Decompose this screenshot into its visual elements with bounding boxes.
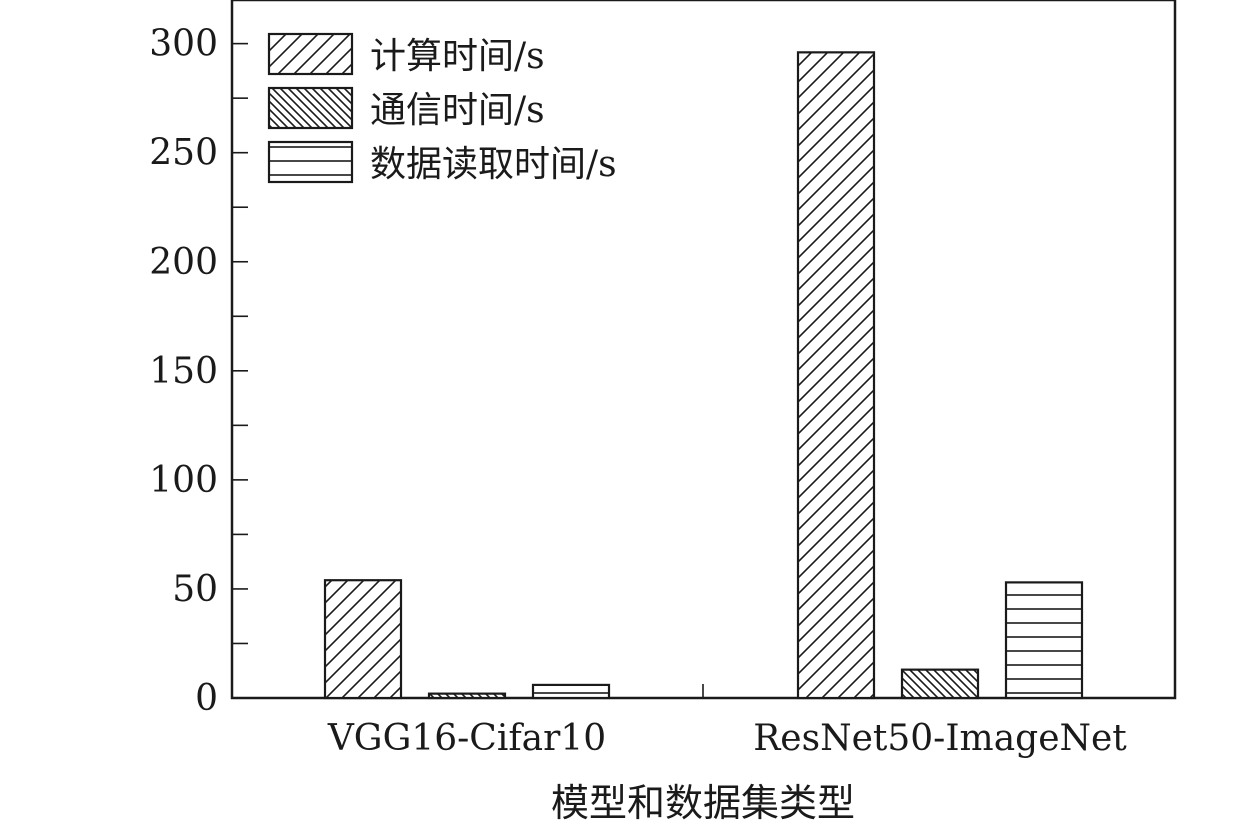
x-axis-title: 模型和数据集类型	[551, 781, 855, 825]
y-tick-label: 250	[149, 133, 218, 174]
legend: 计算时间/s 通信时间/s 数据读取时间/s	[267, 32, 617, 185]
y-tick-label: 0	[195, 678, 218, 719]
bar-2-resnet50-imagenet	[900, 668, 980, 700]
legend-label-3: 数据读取时间/s	[370, 144, 617, 185]
y-tick-label: 200	[149, 242, 218, 283]
y-tick-label: 100	[149, 460, 218, 501]
bar-1-vgg16-cifar10	[323, 579, 403, 700]
y-axis-ticks: 0 50 100 150 200 250 300	[149, 24, 248, 719]
x-category-label: ResNet50-ImageNet	[753, 718, 1127, 759]
bars	[323, 51, 1084, 700]
legend-label-2: 通信时间/s	[370, 90, 545, 131]
y-tick-label: 300	[149, 24, 218, 65]
y-tick-label: 50	[172, 569, 218, 610]
bar-3-resnet50-imagenet	[1004, 581, 1084, 700]
legend-swatch-3	[267, 140, 354, 184]
bar-3-vgg16-cifar10	[531, 683, 611, 700]
x-axis-categories: VGG16-Cifar10 ResNet50-ImageNet	[327, 684, 1127, 759]
legend-label-1: 计算时间/s	[370, 36, 545, 77]
bar-2-vgg16-cifar10	[427, 692, 507, 700]
legend-swatch-2	[267, 86, 354, 130]
bar-1-resnet50-imagenet	[796, 51, 876, 700]
y-tick-label: 150	[149, 351, 218, 392]
legend-swatch-1	[267, 32, 354, 76]
x-category-label: VGG16-Cifar10	[327, 718, 606, 759]
